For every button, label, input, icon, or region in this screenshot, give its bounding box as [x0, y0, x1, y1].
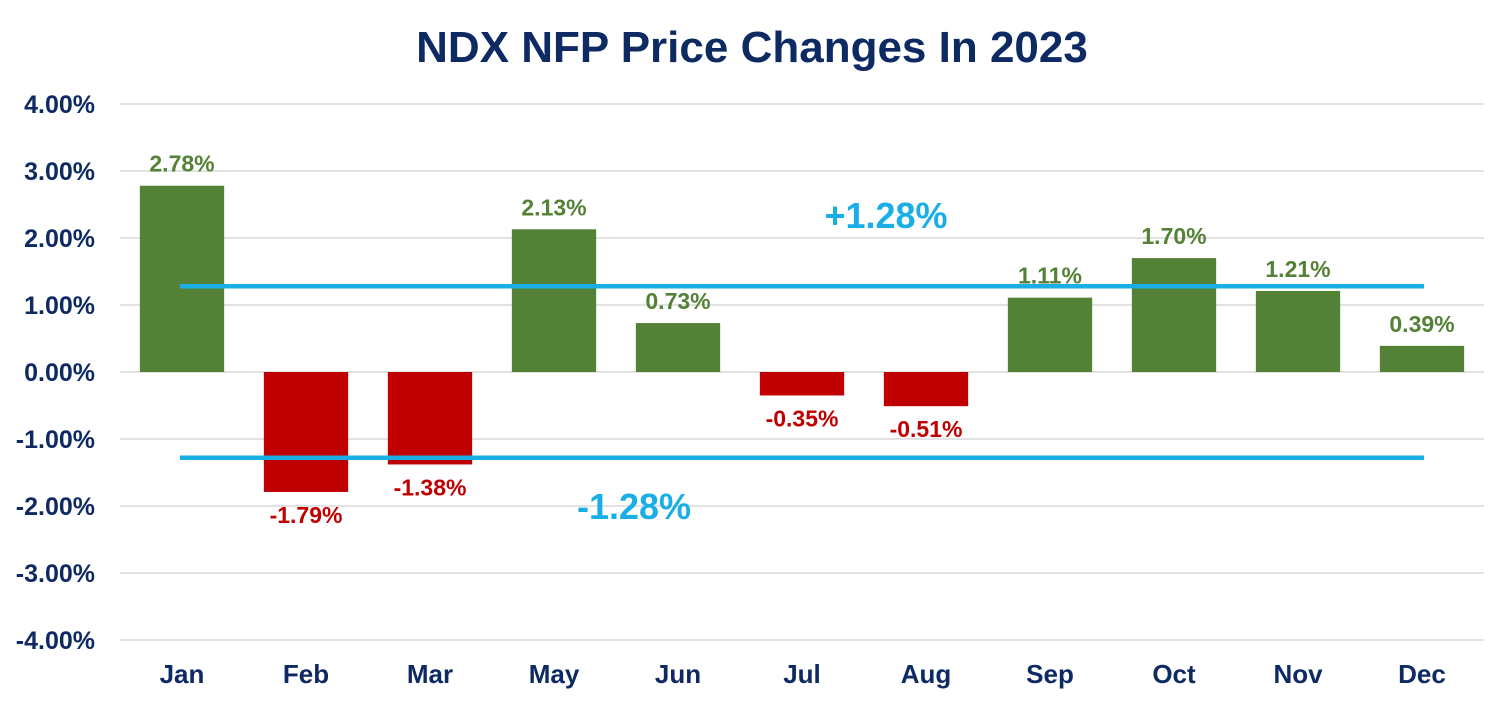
data-label: -1.38% [394, 474, 467, 500]
x-tick-label: Dec [1398, 659, 1446, 689]
data-label: -0.51% [890, 416, 963, 442]
data-label: 1.70% [1141, 223, 1206, 249]
chart-title: NDX NFP Price Changes In 2023 [416, 23, 1088, 72]
x-tick-label: Mar [407, 659, 453, 689]
reference-line-label: -1.28% [577, 486, 691, 527]
y-tick-label: -4.00% [16, 627, 95, 655]
x-axis-ticks: Jan Feb Mar May Jun Jul Aug Sep Oct Nov Dec [160, 659, 1446, 689]
bars [139, 185, 1465, 492]
data-label: 2.78% [149, 151, 214, 177]
bar-sep [1007, 297, 1093, 372]
x-tick-label: Jun [655, 659, 701, 689]
data-label: 1.21% [1265, 256, 1330, 282]
x-tick-label: Sep [1026, 659, 1074, 689]
bar-oct [1131, 258, 1217, 372]
x-tick-label: Jul [783, 659, 821, 689]
bar-aug [883, 372, 969, 407]
bar-feb [263, 372, 349, 492]
data-label: 0.73% [645, 288, 710, 314]
bar-mar [387, 372, 473, 465]
y-tick-label: 2.00% [24, 225, 95, 253]
x-tick-label: Aug [901, 659, 952, 689]
data-label: -1.79% [270, 502, 343, 528]
data-labels: 2.78% -1.79% -1.38% 2.13% 0.73% -0.35% -0.51% 1… [149, 151, 1454, 528]
y-tick-label: -2.00% [16, 493, 95, 521]
data-label: -0.35% [766, 405, 839, 431]
bar-may [511, 229, 597, 372]
x-tick-label: May [529, 659, 580, 689]
x-tick-label: Feb [283, 659, 329, 689]
bar-jul [759, 372, 845, 396]
bar-dec [1379, 345, 1465, 372]
y-tick-label: -1.00% [16, 426, 95, 454]
y-tick-label: 0.00% [24, 359, 95, 387]
bar-jan [139, 185, 225, 372]
bar-nov [1255, 290, 1341, 372]
y-axis-ticks: 4.00% 3.00% 2.00% 1.00% 0.00% -1.00% -2.00% -3.… [16, 91, 95, 655]
y-tick-label: -3.00% [16, 560, 95, 588]
data-label: 2.13% [521, 194, 586, 220]
x-tick-label: Oct [1152, 659, 1196, 689]
x-tick-label: Jan [160, 659, 205, 689]
data-label: 1.11% [1018, 263, 1082, 289]
reference-line-label: +1.28% [824, 195, 947, 236]
y-tick-label: 3.00% [24, 158, 95, 186]
bar-jun [635, 323, 721, 372]
data-label: 0.39% [1389, 311, 1454, 337]
y-tick-label: 4.00% [24, 91, 95, 119]
reference-lines: +1.28% -1.28% [180, 195, 1424, 527]
y-tick-label: 1.00% [24, 292, 95, 320]
x-tick-label: Nov [1273, 659, 1323, 689]
